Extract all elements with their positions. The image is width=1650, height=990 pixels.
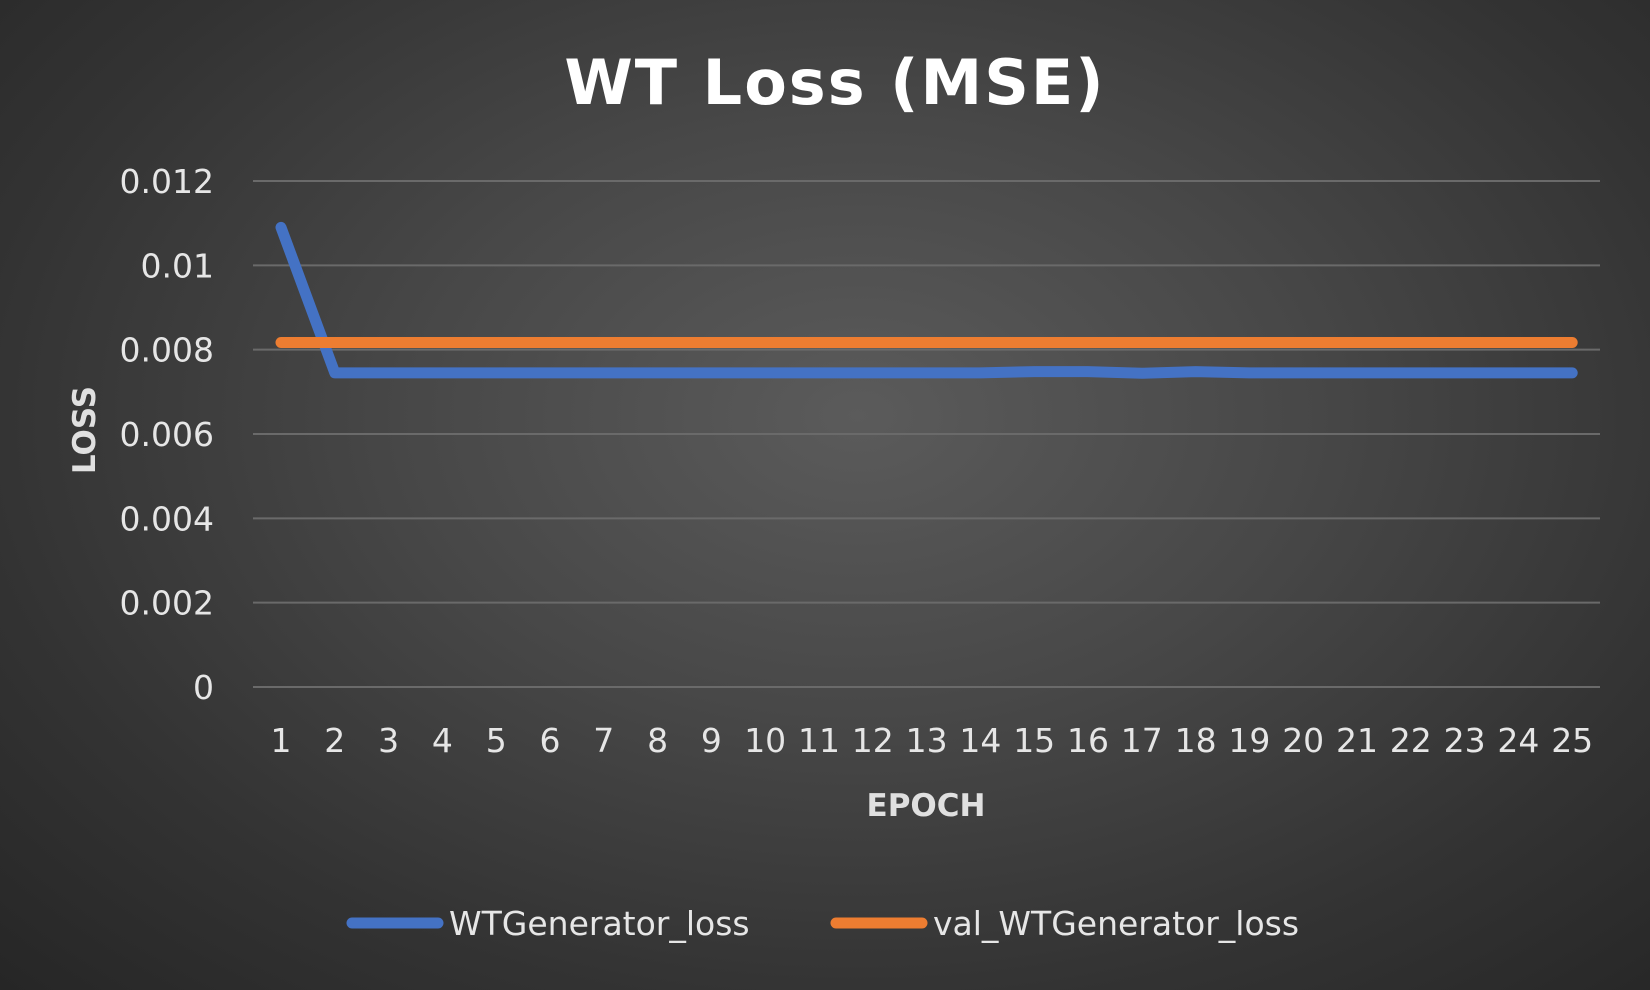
x-tick-label: 9 [701, 721, 722, 760]
y-tick-label: 0 [193, 668, 214, 707]
legend-label: val_WTGenerator_loss [933, 904, 1299, 943]
x-tick-label: 14 [959, 721, 1001, 760]
x-tick-label: 21 [1336, 721, 1378, 760]
legend: WTGenerator_loss val_WTGenerator_loss [346, 904, 1299, 943]
x-tick-label: 18 [1175, 721, 1217, 760]
x-tick-label: 4 [432, 721, 453, 760]
x-tick-label: 25 [1551, 721, 1593, 760]
gridlines [253, 180, 1600, 688]
y-tick-label: 0.008 [120, 331, 214, 370]
x-tick-label: 13 [906, 721, 948, 760]
series-lines [275, 221, 1578, 379]
x-tick-label: 10 [744, 721, 786, 760]
x-tick-label: 8 [647, 721, 668, 760]
x-axis-tick-labels: 1 2 3 4 5 6 7 8 9 10 11 12 13 14 15 16 17 18 19 20 21 22 23 24 2… [271, 721, 1594, 760]
x-tick-label: 15 [1013, 721, 1055, 760]
x-tick-label: 6 [540, 721, 561, 760]
x-axis-title: EPOCH [867, 788, 986, 824]
x-tick-label: 19 [1228, 721, 1270, 760]
x-tick-label: 17 [1121, 721, 1163, 760]
series-line-wtgenerator-loss [275, 221, 1578, 379]
x-tick-label: 7 [593, 721, 614, 760]
chart-title: WT Loss (MSE) [564, 46, 1105, 119]
x-tick-label: 5 [486, 721, 507, 760]
x-tick-label: 22 [1390, 721, 1432, 760]
y-tick-label: 0.01 [141, 246, 214, 285]
x-tick-label: 16 [1067, 721, 1109, 760]
x-tick-label: 23 [1444, 721, 1486, 760]
y-axis-tick-labels: 0.012 0.01 0.008 0.006 0.004 0.002 0 [120, 162, 214, 707]
y-tick-label: 0.006 [120, 415, 214, 454]
x-tick-label: 20 [1282, 721, 1324, 760]
y-tick-label: 0.002 [120, 584, 214, 623]
x-tick-label: 12 [852, 721, 894, 760]
y-axis-title: LOSS [67, 386, 103, 474]
x-tick-label: 3 [378, 721, 399, 760]
y-tick-label: 0.004 [120, 499, 214, 538]
x-tick-label: 2 [324, 721, 345, 760]
legend-label: WTGenerator_loss [449, 904, 750, 943]
x-tick-label: 1 [271, 721, 292, 760]
x-tick-label: 24 [1497, 721, 1539, 760]
y-tick-label: 0.012 [120, 162, 214, 201]
x-tick-label: 11 [798, 721, 840, 760]
